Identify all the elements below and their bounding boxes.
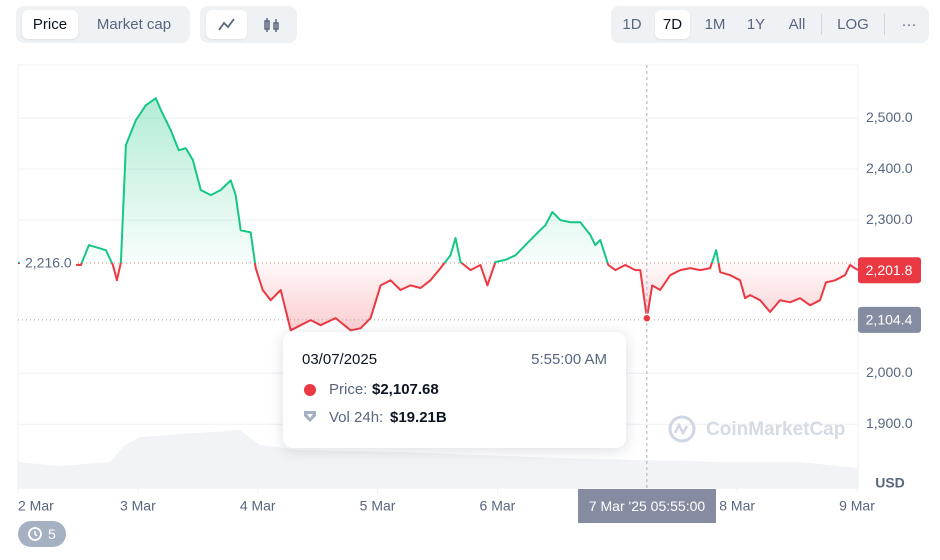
y-tick-label: 2,400.0	[866, 160, 913, 176]
price-label: Price:	[329, 381, 368, 398]
current-price-box	[858, 257, 921, 284]
current-price-label: 2,201.8	[866, 262, 913, 278]
hover-x-label: 7 Mar '25 05:55:00	[578, 489, 716, 523]
price-area	[18, 98, 858, 331]
currency-label: USD	[875, 475, 905, 491]
y-tick-label: 2,000.0	[866, 364, 913, 380]
tooltip-date: 03/07/2025	[302, 351, 378, 368]
candle-chart-button[interactable]	[252, 10, 293, 39]
range-7d[interactable]: 7D	[655, 10, 690, 39]
x-tick-label: 2 Mar	[18, 498, 54, 514]
x-tick-label: 3 Mar	[120, 498, 156, 514]
y-tick-label: 2,500.0	[866, 109, 913, 125]
range-tabs: 1D 7D 1M 1Y All LOG ···	[611, 6, 929, 43]
x-tick-label: 9 Mar	[839, 498, 875, 514]
divider	[821, 14, 822, 35]
price-value: $2,107.68	[372, 381, 439, 398]
range-all[interactable]: All	[788, 16, 806, 33]
y-tick-label: 2,300.0	[866, 211, 913, 227]
hover-point	[642, 313, 652, 323]
history-badge[interactable]: 5	[18, 521, 66, 547]
candle-icon	[264, 18, 279, 32]
x-tick-label: 5 Mar	[360, 498, 396, 514]
price-dot	[304, 384, 316, 396]
x-tick-label: 8 Mar	[719, 498, 755, 514]
history-icon	[28, 527, 42, 541]
line-chart-button[interactable]	[206, 10, 247, 39]
y-tick-label: 1,900.0	[866, 415, 913, 431]
baseline-label-bg	[20, 252, 76, 273]
x-tick-label: 6 Mar	[480, 498, 516, 514]
low-price-label: 2,104.4	[866, 312, 913, 328]
x-tick-label: 4 Mar	[240, 498, 276, 514]
tab-price[interactable]: Price	[22, 10, 78, 39]
log-toggle[interactable]: LOG	[837, 16, 869, 33]
vol-value: $19.21B	[390, 409, 447, 426]
tab-market-cap[interactable]: Market cap	[96, 16, 172, 33]
watermark: CoinMarketCap	[668, 415, 845, 443]
volume-area	[18, 430, 858, 488]
history-count: 5	[48, 526, 56, 542]
range-1y[interactable]: 1Y	[746, 16, 766, 33]
view-tabs: Price Market cap	[16, 6, 190, 43]
vol-icon	[303, 409, 317, 427]
vol-label: Vol 24h:	[329, 409, 384, 426]
low-price-box	[858, 306, 921, 333]
range-1d[interactable]: 1D	[622, 16, 642, 33]
watermark-text: CoinMarketCap	[706, 419, 845, 440]
range-1m[interactable]: 1M	[704, 16, 726, 33]
price-line	[17, 97, 859, 332]
tooltip-time: 5:55:00 AM	[531, 351, 607, 368]
shield-icon	[304, 411, 316, 422]
more-button[interactable]: ···	[901, 16, 917, 33]
chart-style	[200, 6, 297, 43]
baseline-label: 2,216.0	[25, 255, 72, 271]
tooltip: 03/07/2025 5:55:00 AM Price: $2,107.68 V…	[283, 332, 626, 448]
line-icon	[218, 18, 235, 31]
divider	[884, 14, 885, 35]
